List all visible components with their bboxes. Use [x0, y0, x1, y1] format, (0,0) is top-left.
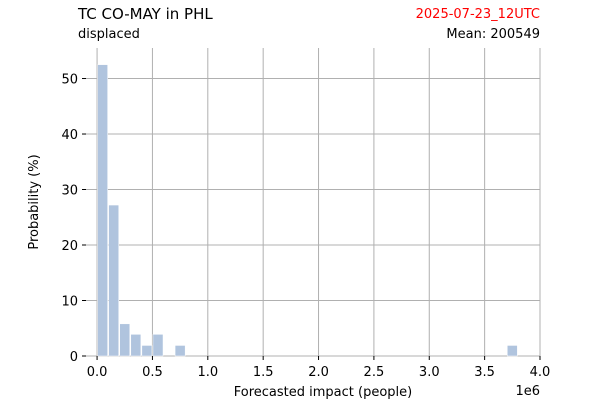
x-tick-label: 3.0 — [419, 365, 440, 380]
x-tick-label: 3.5 — [474, 365, 495, 380]
forecast-timestamp: 2025-07-23_12UTC — [415, 7, 540, 22]
x-tick-label: 1.5 — [253, 365, 274, 380]
y-tick-label: 0 — [70, 350, 78, 365]
x-tick-label: 4.0 — [530, 365, 551, 380]
histogram-bar — [507, 345, 518, 357]
x-axis-label: Forecasted impact (people) — [234, 385, 412, 400]
x-tick-label: 2.5 — [364, 365, 385, 380]
histogram-bar — [152, 334, 164, 357]
x-tick-label: 2.0 — [308, 365, 329, 380]
histogram-bar — [119, 323, 131, 357]
histogram-bar — [97, 64, 108, 357]
x-tick-label: 0.0 — [87, 365, 108, 380]
y-tick-label: 30 — [61, 184, 78, 199]
mean-readout: Mean: 200549 — [446, 27, 540, 42]
y-tick-label: 20 — [61, 239, 78, 254]
chart-subtitle: displaced — [78, 27, 140, 42]
mean-value: 200549 — [490, 27, 540, 42]
histogram-bar — [141, 345, 153, 357]
x-tick-label: 0.5 — [142, 365, 163, 380]
histogram-bar — [174, 345, 186, 357]
x-tick-label: 1.0 — [197, 365, 218, 380]
y-tick-label: 50 — [61, 73, 78, 88]
mean-label: Mean: — [446, 27, 487, 42]
y-tick-label: 40 — [61, 128, 78, 143]
x-scale-factor: 1e6 — [515, 384, 540, 399]
chart-title: TC CO-MAY in PHL — [78, 5, 213, 23]
y-axis-label: Probability (%) — [27, 154, 42, 249]
histogram-bar — [108, 204, 119, 357]
histogram-bar — [130, 334, 142, 357]
y-tick-label: 10 — [61, 295, 78, 310]
